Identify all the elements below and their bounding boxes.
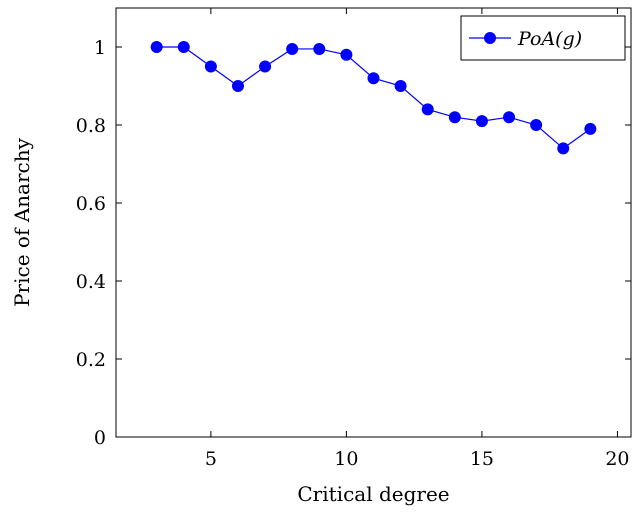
data-point — [584, 122, 597, 135]
data-point — [259, 60, 272, 73]
x-tick-label: 15 — [470, 448, 494, 470]
data-point — [530, 119, 543, 131]
data-point — [421, 103, 434, 116]
series — [150, 41, 597, 155]
y-tick-label: 1 — [94, 37, 106, 59]
plot-frame-rect — [115, 7, 632, 438]
data-point — [448, 111, 461, 124]
legend-label: PoA(g) — [517, 28, 582, 50]
data-point — [475, 115, 488, 128]
data-point — [177, 41, 190, 53]
y-tick-label: 0.4 — [76, 271, 106, 293]
y-tick-label: 0.6 — [76, 193, 106, 215]
data-point — [394, 80, 407, 92]
data-point — [286, 42, 299, 55]
data-point — [340, 48, 353, 61]
tick-labels: 5 10 15 20 0 0.2 0.4 0.6 0.8 1 — [76, 37, 630, 470]
data-point — [557, 142, 570, 155]
y-axis-title: Price of Anarchy — [10, 137, 34, 307]
y-tick-label: 0.2 — [76, 349, 106, 371]
series-line — [156, 46, 591, 150]
legend-marker — [484, 32, 496, 44]
data-point — [503, 111, 516, 124]
data-point — [313, 42, 326, 55]
data-point — [367, 72, 380, 85]
legend: PoA(g) — [460, 15, 626, 61]
y-tick-label: 0.8 — [76, 115, 106, 137]
x-tick-label: 10 — [334, 448, 358, 470]
data-point — [204, 60, 217, 73]
axis-ticks — [116, 8, 631, 438]
x-axis-title: Critical degree — [297, 482, 449, 506]
plot-frame — [115, 7, 632, 438]
y-tick-label: 0 — [94, 427, 106, 449]
x-tick-label: 20 — [605, 448, 629, 470]
data-point — [150, 41, 163, 53]
data-point — [231, 80, 244, 92]
x-tick-label: 5 — [205, 448, 217, 470]
